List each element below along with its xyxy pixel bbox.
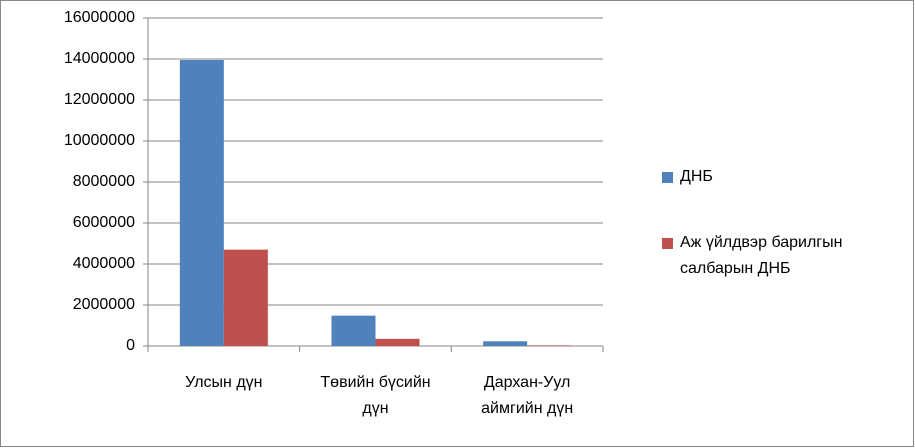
bar bbox=[527, 345, 572, 346]
y-tick-label: 6000000 bbox=[73, 214, 135, 231]
y-tick-label: 2000000 bbox=[73, 296, 135, 313]
y-tick-label: 0 bbox=[126, 337, 135, 354]
legend-label: Аж үйлдвэр барилгын салбарын ДНБ bbox=[680, 234, 843, 277]
legend-swatch bbox=[662, 172, 673, 183]
y-tick-label: 8000000 bbox=[73, 173, 135, 190]
x-tick-label: Төвийн бүсийн дүн bbox=[320, 374, 431, 417]
bar bbox=[483, 341, 528, 346]
legend-label: ДНБ bbox=[680, 168, 713, 185]
bar bbox=[331, 315, 376, 346]
x-tick-label: Дархан-Уул аймгийн дүн bbox=[481, 374, 574, 417]
y-tick-label: 12000000 bbox=[64, 91, 135, 108]
y-tick-label: 14000000 bbox=[64, 50, 135, 67]
bar bbox=[375, 338, 420, 346]
bar bbox=[223, 249, 268, 346]
legend-swatch bbox=[662, 238, 673, 249]
y-tick-label: 16000000 bbox=[64, 9, 135, 26]
x-tick-label: Улсын дүн bbox=[185, 374, 263, 391]
y-tick-label: 4000000 bbox=[73, 255, 135, 272]
bar bbox=[179, 60, 224, 347]
y-tick-label: 10000000 bbox=[64, 132, 135, 149]
